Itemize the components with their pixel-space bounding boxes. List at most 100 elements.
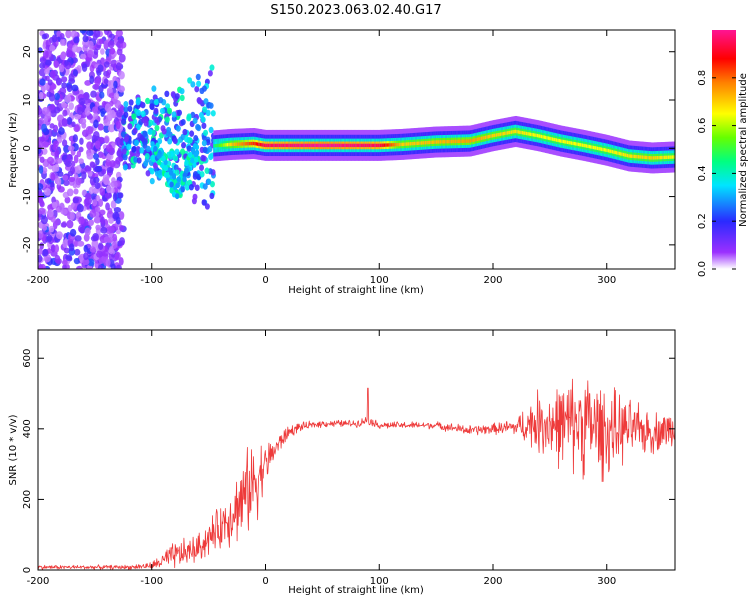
branch-speckle: [161, 155, 166, 162]
noise-speckle: [47, 79, 53, 86]
branch-speckle: [184, 167, 189, 174]
transition-speckle: [122, 164, 128, 171]
branch-speckle: [169, 187, 174, 194]
ridge-cell: [547, 136, 550, 140]
noise-speckle: [89, 209, 97, 218]
snr-panel: -200 -100 0 100 200 300 0 200 400 600 Height of …: [8, 329, 676, 596]
noise-speckle: [112, 233, 118, 242]
transition-speckle: [140, 110, 146, 117]
ridge-cell: [244, 142, 247, 146]
noise-speckle: [118, 211, 125, 220]
heatmap-cells: [38, 30, 216, 269]
ridge-cell: [400, 142, 403, 147]
x-tick-label: 100: [370, 275, 389, 286]
ridge-cell: [626, 153, 630, 158]
ridge-cell: [551, 137, 555, 141]
noise-speckle: [110, 59, 118, 68]
noise-speckle: [95, 195, 101, 202]
noise-speckle: [67, 145, 75, 152]
transition-speckle: [171, 111, 177, 118]
y-tick-label: 400: [22, 419, 33, 438]
noise-speckle: [82, 35, 89, 43]
noise-speckle: [68, 176, 76, 183]
noise-speckle: [83, 244, 88, 253]
ridge-cell: [225, 143, 228, 147]
ridge-cell: [302, 143, 305, 148]
noise-speckle: [73, 36, 80, 44]
transition-speckle: [179, 94, 185, 102]
ridge-cell: [263, 143, 267, 147]
ridge-cell: [332, 143, 335, 148]
ridge-cell: [562, 139, 565, 144]
noise-speckle: [52, 201, 58, 209]
ridge-cell: [442, 140, 445, 144]
noise-speckle: [41, 33, 47, 40]
ridge-cell: [618, 151, 621, 156]
noise-speckle: [105, 72, 111, 79]
ridge-cell: [467, 139, 470, 143]
ridge-cell: [535, 133, 538, 138]
ridge-cell: [493, 133, 496, 138]
noise-speckle: [92, 106, 99, 114]
ridge-cell: [404, 142, 407, 146]
transition-speckle: [131, 146, 137, 153]
ridge-cell: [341, 143, 344, 148]
transition-speckle: [201, 134, 207, 141]
transition-speckle: [210, 110, 216, 117]
ridge-cell: [315, 143, 318, 148]
noise-speckle: [44, 59, 52, 66]
branch-speckle: [193, 151, 199, 158]
noise-speckle: [82, 258, 90, 266]
noise-speckle: [61, 118, 68, 127]
noise-speckle: [81, 63, 88, 72]
noise-speckle: [94, 182, 101, 189]
transition-speckle: [194, 184, 200, 191]
noise-speckle: [38, 141, 44, 149]
noise-speckle: [62, 264, 67, 269]
ridge-cell: [340, 143, 343, 148]
ridge-cell: [472, 138, 475, 142]
noise-speckle: [69, 211, 75, 221]
ridge-cell: [282, 143, 286, 148]
noise-speckle: [97, 242, 104, 250]
ridge-cell: [220, 143, 223, 147]
noise-speckle: [118, 257, 124, 266]
ridge-cell: [569, 141, 572, 145]
bottom-x-ticks: -200 -100 0 100 200 300: [27, 330, 616, 587]
ridge-cell: [278, 143, 282, 148]
noise-speckle: [72, 134, 78, 143]
noise-speckle: [88, 186, 94, 195]
noise-speckle: [62, 109, 68, 117]
ridge-cell: [381, 143, 384, 147]
ridge-cell: [646, 155, 649, 160]
transition-speckle: [181, 142, 187, 149]
ridge-cell: [648, 156, 651, 160]
transition-speckle: [200, 116, 206, 123]
transition-speckle: [194, 85, 200, 93]
noise-speckle: [118, 85, 125, 93]
colorbar: 0.0 0.2 0.4 0.6 0.8 Normalized spectral ampl…: [697, 30, 749, 277]
noise-speckle: [78, 216, 85, 225]
ridge-cell: [501, 132, 504, 136]
noise-speckle: [90, 235, 98, 242]
ridge-cell: [243, 142, 246, 146]
ridge-cell: [217, 143, 220, 148]
ridge-cell: [495, 133, 499, 137]
ridge-cell: [308, 143, 312, 148]
noise-speckle: [40, 215, 48, 225]
ridge-cell: [433, 140, 436, 144]
noise-speckle: [113, 92, 120, 100]
noise-speckle: [95, 224, 101, 231]
branch-speckle: [168, 169, 174, 176]
ridge-cell: [479, 136, 482, 141]
ridge-cell: [378, 143, 381, 148]
ridge-cell: [609, 149, 612, 153]
noise-speckle: [70, 166, 75, 175]
snr-series-line: [38, 378, 675, 570]
branch-speckle: [192, 143, 198, 150]
noise-speckle: [38, 136, 45, 143]
noise-speckle: [103, 40, 109, 49]
noise-speckle: [100, 48, 105, 55]
ridge-cell: [611, 150, 615, 154]
noise-speckle: [63, 144, 70, 153]
